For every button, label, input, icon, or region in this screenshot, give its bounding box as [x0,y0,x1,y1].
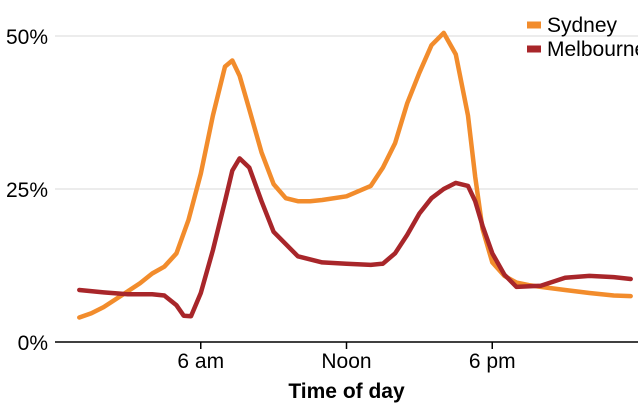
y-tick-label: 50% [6,26,48,49]
y-tick-label: 0% [18,332,48,355]
x-tick-label: Noon [321,350,371,373]
x-axis-title: Time of day [288,380,405,403]
y-tick-label: 25% [6,179,48,202]
x-tick-label: 6 am [177,350,224,373]
gridlines [55,35,638,190]
series-lines [77,30,633,320]
legend-label-sydney: Sydney [547,14,618,37]
legend-label-melbourne: Melbourne [547,38,638,61]
tick-labels: 6 am Noon 6 pm 0% 25% 50% [6,26,516,373]
series-line-melbourne [77,156,633,319]
series-line-sydney [77,30,633,320]
x-tick-label: 6 pm [469,350,516,373]
